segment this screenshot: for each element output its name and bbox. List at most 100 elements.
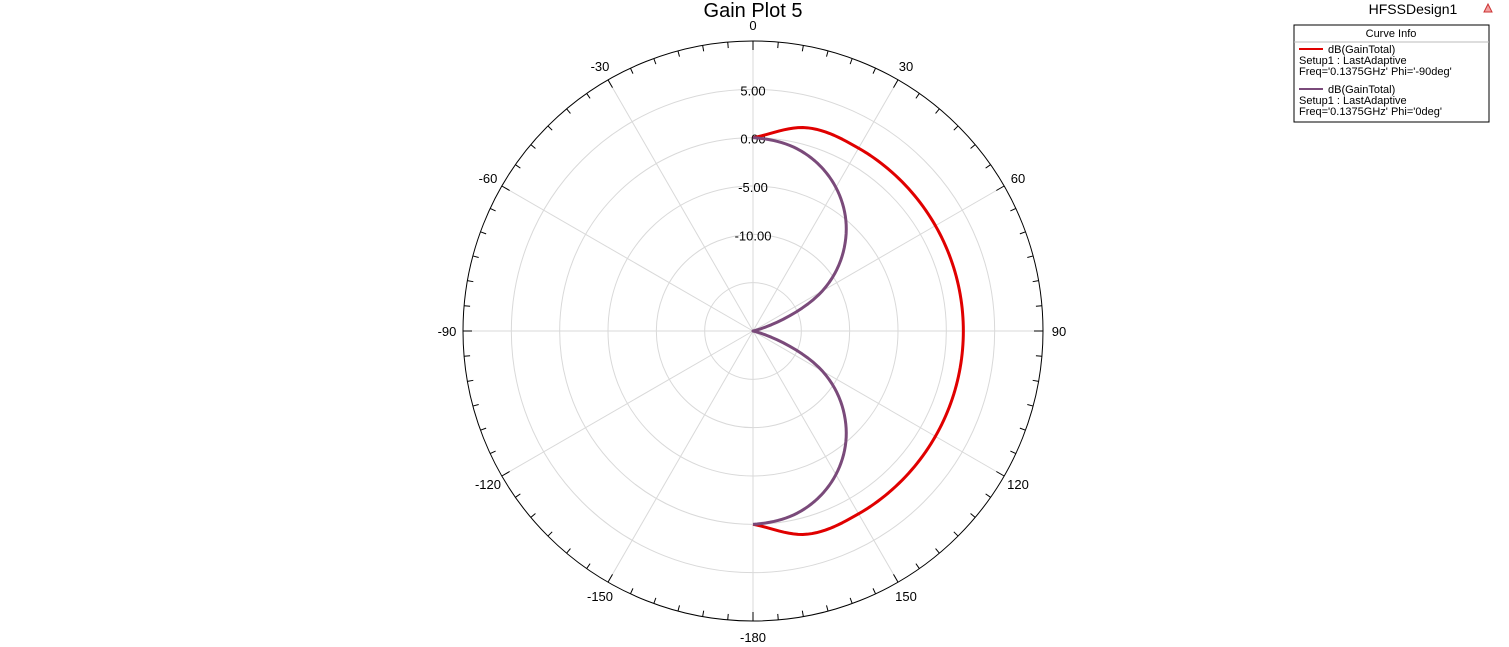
angle-tick [915, 93, 920, 99]
angle-tick [653, 58, 657, 65]
angle-tick [893, 574, 899, 583]
angle-tick [629, 67, 634, 74]
series-curves [751, 126, 965, 536]
angle-tick [566, 108, 571, 114]
angle-tick [677, 605, 680, 612]
angle-tick-label: 60 [1011, 171, 1025, 186]
angle-tick [996, 185, 1005, 191]
grid-spoke [752, 330, 899, 583]
angle-tick [872, 67, 877, 74]
angle-tick [586, 563, 591, 569]
angle-tick [501, 185, 510, 191]
grid-spoke [501, 330, 754, 477]
radial-tick-label: -10.00 [735, 228, 772, 243]
angle-tick [530, 513, 536, 518]
angle-tick-label: 30 [899, 59, 913, 74]
series-line-1 [752, 126, 965, 536]
angle-tick [1032, 280, 1039, 283]
grid-spoke [607, 79, 754, 332]
angle-tick-label: -120 [475, 477, 501, 492]
angle-tick [915, 563, 920, 569]
angle-tick-label: -150 [587, 589, 613, 604]
angle-tick [1010, 207, 1017, 212]
angle-labels: 0 30 60 90 120 150 -180 -150 -120 -90 -60 -30 [438, 18, 1067, 645]
angle-tick [629, 588, 634, 595]
angle-tick [677, 50, 680, 57]
angle-tick-label: -90 [438, 324, 457, 339]
chart-title: Gain Plot 5 [704, 0, 803, 22]
angle-tick [586, 93, 591, 99]
angle-tick [777, 613, 779, 620]
angle-tick-label: -30 [591, 59, 610, 74]
angle-tick [1027, 404, 1034, 407]
grid-spoke [752, 79, 899, 332]
angle-tick [1035, 355, 1042, 357]
angle-tick [530, 144, 536, 149]
angle-tick [515, 164, 521, 169]
angle-tick [1019, 427, 1026, 431]
legend-entry-1-freq: Freq='0.1375GHz' Phi='-90deg' [1299, 66, 1452, 78]
angle-tick-label: -180 [740, 630, 766, 645]
series-line-2 [751, 136, 848, 526]
angle-tick [489, 450, 496, 455]
angle-tick [472, 404, 479, 407]
angle-tick [970, 513, 976, 518]
angle-tick [1019, 231, 1026, 235]
angle-tick [727, 42, 729, 49]
angle-tick [702, 610, 705, 617]
angle-tick [935, 108, 940, 114]
angle-tick [727, 613, 729, 620]
angle-tick [1010, 450, 1017, 455]
radial-tick-label: 5.00 [740, 83, 765, 98]
legend-header: Curve Info [1366, 28, 1417, 40]
warning-icon [1483, 2, 1493, 13]
angle-tick [653, 597, 657, 604]
angle-tick [849, 597, 853, 604]
legend-entry-2-name: dB(GainTotal) [1328, 84, 1395, 96]
legend[interactable]: Curve Info dB(GainTotal) Setup1 : LastAd… [1293, 24, 1490, 123]
legend-entry-1-setup: Setup1 : LastAdaptive [1299, 55, 1407, 67]
angle-tick [849, 58, 853, 65]
angle-tick [970, 144, 976, 149]
angle-tick [777, 42, 779, 49]
angle-tick [467, 280, 474, 283]
angle-tick [547, 125, 553, 131]
angle-tick [702, 45, 705, 52]
angle-tick [464, 355, 471, 357]
radial-labels: 5.000.00-5.00-10.00 [735, 83, 772, 243]
angle-tick-label: 120 [1007, 477, 1029, 492]
angle-tick [501, 471, 510, 477]
angle-tick [464, 305, 471, 307]
angle-tick [1035, 305, 1042, 307]
angle-tick [872, 588, 877, 595]
angle-tick [566, 548, 571, 554]
angle-tick [547, 531, 553, 537]
grid-spoke [752, 330, 1005, 477]
angle-tick [515, 493, 521, 498]
angle-tick [467, 379, 474, 382]
angle-tick [489, 207, 496, 212]
angle-tick [480, 231, 487, 235]
angle-tick [953, 531, 959, 537]
legend-entry-1-name: dB(GainTotal) [1328, 44, 1395, 56]
legend-entry-2-setup: Setup1 : LastAdaptive [1299, 95, 1407, 107]
angle-ticks [463, 41, 1043, 621]
angle-tick [607, 574, 613, 583]
legend-entry-2-freq: Freq='0.1375GHz' Phi='0deg' [1299, 106, 1442, 118]
angle-tick [893, 79, 899, 88]
angle-tick [472, 255, 479, 258]
legend-box [1293, 24, 1490, 123]
angle-tick-label: -60 [479, 171, 498, 186]
angle-tick [801, 45, 804, 52]
angle-tick [1027, 255, 1034, 258]
angle-tick-label: 90 [1052, 324, 1066, 339]
angle-tick-label: 150 [895, 589, 917, 604]
angle-tick [1032, 379, 1039, 382]
angle-tick [985, 493, 991, 498]
angle-tick [801, 610, 804, 617]
radial-tick-label: -5.00 [738, 180, 768, 195]
grid-spoke [607, 330, 754, 583]
angle-tick [996, 471, 1005, 477]
angle-tick [935, 548, 940, 554]
design-name: HFSSDesign1 [1369, 1, 1458, 17]
